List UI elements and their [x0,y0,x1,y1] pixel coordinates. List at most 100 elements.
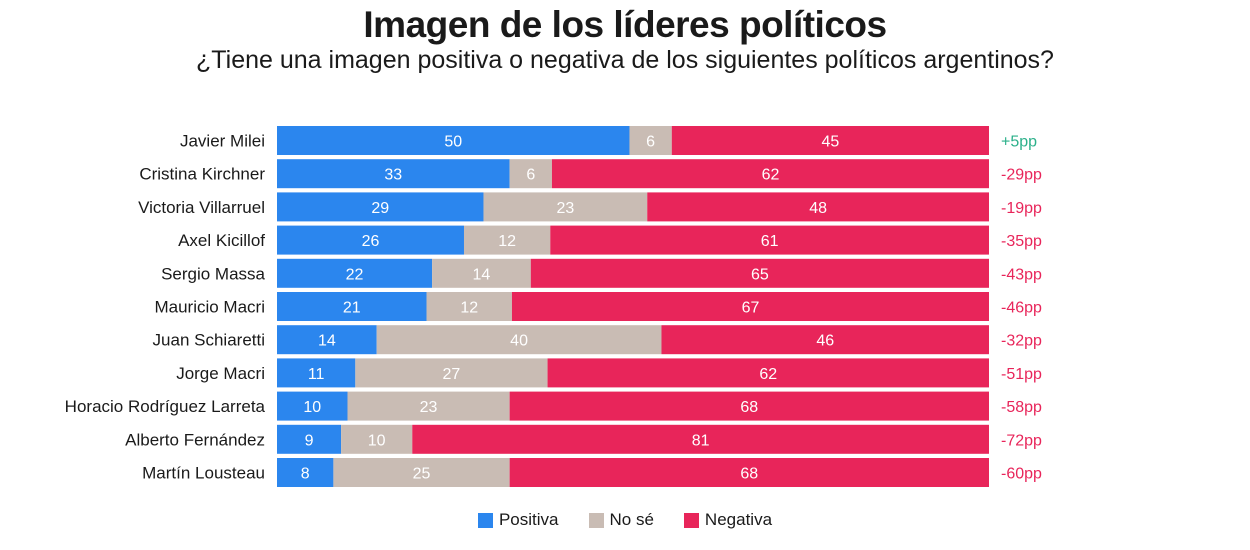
bar-negativa-victoria-villarruel [647,192,989,222]
bar-positiva-victoria-villarruel [277,192,484,222]
net-label-javier-milei: +5pp [1001,134,1037,151]
bar-positiva-horacio-rodriguez-larreta [277,391,348,421]
bar-no-se-mauricio-macri [426,292,512,321]
bar-negativa-alberto-fernandez [412,424,989,454]
value-label-negativa-jorge-macri: 62 [759,366,777,383]
value-label-negativa-juan-schiaretti: 46 [816,333,834,350]
value-label-no-se-axel-kicillof: 12 [498,233,516,250]
bar-positiva-jorge-macri [277,358,356,388]
legend-label-negativa: Negativa [704,510,773,529]
value-label-no-se-jorge-macri: 27 [443,366,461,383]
value-label-no-se-mauricio-macri: 12 [460,300,478,317]
bar-positiva-juan-schiaretti [277,325,377,355]
value-label-no-se-juan-schiaretti: 40 [510,333,528,350]
net-label-cristina-kirchner: -29pp [1001,167,1042,184]
bar-negativa-jorge-macri [547,358,989,388]
value-label-negativa-axel-kicillof: 61 [761,233,779,250]
value-label-no-se-cristina-kirchner: 6 [526,167,535,184]
value-label-negativa-cristina-kirchner: 62 [762,167,780,184]
bar-negativa-juan-schiaretti [661,325,989,355]
legend-label-positiva: Positiva [498,510,559,529]
category-label-martin-lousteau: Martín Lousteau [142,464,265,483]
bar-positiva-mauricio-macri [277,292,427,321]
value-label-no-se-horacio-rodriguez-larreta: 23 [420,399,438,416]
bar-positiva-alberto-fernandez [277,424,342,454]
category-label-alberto-fernandez: Alberto Fernández [125,430,265,449]
value-label-negativa-horacio-rodriguez-larreta: 68 [740,399,758,416]
legend-item-positiva: Positiva [477,510,559,530]
legend-swatch-negativa [683,512,699,528]
value-label-positiva-alberto-fernandez: 9 [305,432,314,449]
category-label-victoria-villarruel: Victoria Villarruel [138,198,265,217]
value-label-positiva-juan-schiaretti: 14 [318,333,336,350]
value-label-positiva-cristina-kirchner: 33 [384,167,402,184]
bar-no-se-javier-milei [629,126,672,155]
value-label-no-se-alberto-fernandez: 10 [368,432,386,449]
bar-negativa-sergio-massa [530,258,989,288]
value-label-no-se-javier-milei: 6 [646,134,655,151]
net-label-sergio-massa: -43pp [1001,266,1042,283]
net-label-juan-schiaretti: -32pp [1001,333,1042,350]
net-label-axel-kicillof: -35pp [1001,233,1042,250]
value-label-negativa-martin-lousteau: 68 [740,466,758,483]
bar-negativa-cristina-kirchner [551,159,989,189]
bar-no-se-alberto-fernandez [341,424,413,454]
bar-negativa-martin-lousteau [509,458,989,487]
value-label-positiva-jorge-macri: 11 [308,366,325,383]
bar-negativa-axel-kicillof [550,225,989,255]
category-label-juan-schiaretti: Juan Schiaretti [153,331,265,350]
category-label-mauricio-macri: Mauricio Macri [154,298,265,317]
chart-title: Imagen de los líderes políticos [363,4,887,45]
bar-positiva-cristina-kirchner [277,159,510,189]
bar-no-se-cristina-kirchner [509,159,552,189]
bar-no-se-horacio-rodriguez-larreta [347,391,510,421]
bar-positiva-sergio-massa [277,258,433,288]
chart-subtitle: ¿Tiene una imagen positiva o negativa de… [196,46,1054,74]
net-label-martin-lousteau: -60pp [1001,466,1042,483]
net-label-alberto-fernandez: -72pp [1001,432,1042,449]
value-label-positiva-mauricio-macri: 21 [343,300,361,317]
category-label-jorge-macri: Jorge Macri [176,364,265,383]
bar-no-se-juan-schiaretti [376,325,662,355]
category-label-javier-milei: Javier Milei [180,132,265,151]
value-label-no-se-martin-lousteau: 25 [413,466,431,483]
net-label-horacio-rodriguez-larreta: -58pp [1001,399,1042,416]
value-label-positiva-sergio-massa: 22 [346,266,364,283]
category-label-horacio-rodriguez-larreta: Horacio Rodríguez Larreta [65,397,266,416]
bar-no-se-jorge-macri [355,358,548,388]
value-label-negativa-sergio-massa: 65 [751,266,769,283]
category-label-axel-kicillof: Axel Kicillof [178,231,265,250]
value-label-no-se-sergio-massa: 14 [473,266,491,283]
value-label-positiva-axel-kicillof: 26 [362,233,380,250]
bar-no-se-axel-kicillof [463,225,551,255]
net-label-victoria-villarruel: -19pp [1001,200,1042,217]
value-label-positiva-javier-milei: 50 [444,134,462,151]
net-label-mauricio-macri: -46pp [1001,300,1042,317]
bar-no-se-victoria-villarruel [483,192,648,222]
value-label-negativa-alberto-fernandez: 81 [692,432,710,449]
legend: Positiva No sé Negativa [0,510,1250,530]
bar-negativa-javier-milei [671,126,989,155]
category-label-cristina-kirchner: Cristina Kirchner [139,165,265,184]
bar-negativa-mauricio-macri [511,292,989,321]
value-label-negativa-victoria-villarruel: 48 [809,200,827,217]
bar-no-se-sergio-massa [432,258,531,288]
value-label-positiva-victoria-villarruel: 29 [371,200,389,217]
bar-positiva-axel-kicillof [277,225,464,255]
value-label-negativa-mauricio-macri: 67 [742,300,760,317]
bar-positiva-martin-lousteau [277,458,334,487]
value-label-no-se-victoria-villarruel: 23 [556,200,574,217]
legend-label-no-se: No sé [609,510,654,529]
net-label-jorge-macri: -51pp [1001,366,1042,383]
legend-item-negativa: Negativa [683,510,773,530]
value-label-positiva-martin-lousteau: 8 [301,466,310,483]
legend-swatch-positiva [477,512,493,528]
legend-item-no-se: No sé [588,510,654,530]
category-label-sergio-massa: Sergio Massa [161,264,265,283]
bar-positiva-javier-milei [277,126,630,155]
legend-swatch-no-se [588,512,604,528]
bar-no-se-martin-lousteau [333,458,510,487]
value-label-negativa-javier-milei: 45 [821,134,839,151]
bar-negativa-horacio-rodriguez-larreta [509,391,989,421]
